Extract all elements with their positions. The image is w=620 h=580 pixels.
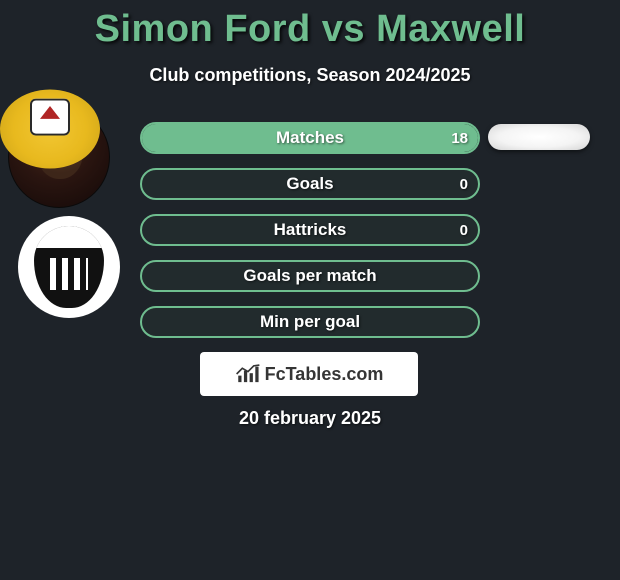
stats-container: 18Matches0Goals0HattricksGoals per match… bbox=[140, 122, 480, 352]
club-right-badge bbox=[0, 89, 100, 168]
brand-badge: FcTables.com bbox=[200, 352, 418, 396]
stat-label: Goals per match bbox=[142, 262, 478, 290]
stat-row: Goals per match bbox=[140, 260, 480, 292]
stat-value-right: 0 bbox=[460, 216, 468, 244]
stat-fill-right bbox=[142, 124, 478, 152]
stat-value-right: 18 bbox=[451, 124, 468, 152]
player-right-avatar bbox=[488, 124, 590, 150]
stat-value-right: 0 bbox=[460, 170, 468, 198]
stat-row: 0Goals bbox=[140, 168, 480, 200]
stat-label: Hattricks bbox=[142, 216, 478, 244]
subtitle: Club competitions, Season 2024/2025 bbox=[0, 65, 620, 86]
stat-row: Min per goal bbox=[140, 306, 480, 338]
brand-text: FcTables.com bbox=[265, 364, 384, 385]
stat-label: Goals bbox=[142, 170, 478, 198]
chart-icon bbox=[235, 363, 261, 385]
club-left-badge bbox=[18, 216, 120, 318]
stat-row: 18Matches bbox=[140, 122, 480, 154]
date-text: 20 february 2025 bbox=[0, 408, 620, 429]
stat-row: 0Hattricks bbox=[140, 214, 480, 246]
stat-label: Min per goal bbox=[142, 308, 478, 336]
page-title: Simon Ford vs Maxwell bbox=[0, 0, 620, 51]
